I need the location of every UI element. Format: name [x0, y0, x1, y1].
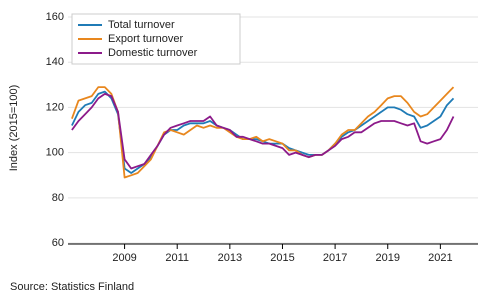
y-tick-label: 60 [52, 237, 64, 249]
y-tick-label: 100 [46, 147, 64, 159]
x-tick-label: 2015 [270, 252, 294, 264]
legend-label: Total turnover [108, 19, 175, 31]
legend-label: Domestic turnover [108, 47, 198, 59]
x-tick-label: 2011 [165, 252, 189, 264]
x-tick-label: 2019 [375, 252, 399, 264]
y-axis-label: Index (2015=100) [8, 85, 20, 172]
y-tick-label: 140 [46, 56, 64, 68]
x-tick-label: 2017 [323, 252, 347, 264]
y-tick-label: 80 [52, 192, 64, 204]
series-line [71, 90, 455, 174]
series-line [71, 93, 455, 170]
legend-label: Export turnover [108, 33, 184, 45]
x-tick-label: 2021 [428, 252, 452, 264]
source: Source: Statistics Finland [10, 281, 134, 293]
series-line [71, 86, 455, 179]
x-tick-label: 2009 [112, 252, 136, 264]
x-tick-label: 2013 [218, 252, 242, 264]
y-tick-label: 120 [46, 101, 64, 113]
y-tick-label: 160 [46, 11, 64, 23]
